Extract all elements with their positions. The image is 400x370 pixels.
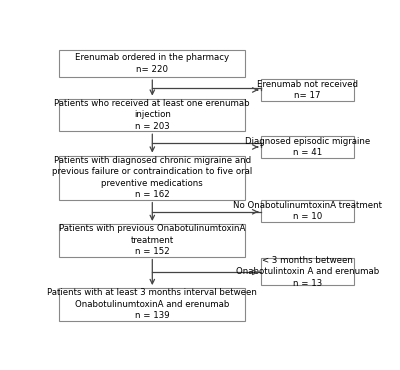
Text: Patients who received at least one erenumab
injection
n = 203: Patients who received at least one erenu… bbox=[54, 99, 250, 131]
FancyBboxPatch shape bbox=[261, 135, 354, 158]
FancyBboxPatch shape bbox=[261, 258, 354, 285]
Text: Diagnosed episodic migraine
n = 41: Diagnosed episodic migraine n = 41 bbox=[245, 137, 370, 157]
FancyBboxPatch shape bbox=[261, 200, 354, 222]
FancyBboxPatch shape bbox=[59, 155, 245, 200]
Text: Erenumab ordered in the pharmacy
n= 220: Erenumab ordered in the pharmacy n= 220 bbox=[75, 53, 229, 74]
FancyBboxPatch shape bbox=[59, 98, 245, 131]
FancyBboxPatch shape bbox=[59, 50, 245, 77]
Text: Patients with diagnosed chronic migraine and
previous failure or contraindicatio: Patients with diagnosed chronic migraine… bbox=[52, 156, 252, 199]
Text: Patients with at least 3 months interval between
OnabotulinumtoxinA and erenumab: Patients with at least 3 months interval… bbox=[47, 289, 257, 320]
Text: Patients with previous OnabotulinumtoxinA
treatment
n = 152: Patients with previous Onabotulinumtoxin… bbox=[59, 224, 246, 256]
Text: < 3 months between
Onabotulintoxin A and erenumab
n = 13: < 3 months between Onabotulintoxin A and… bbox=[236, 256, 379, 287]
Text: No OnabotulinumtoxinA treatment
n = 10: No OnabotulinumtoxinA treatment n = 10 bbox=[233, 201, 382, 221]
FancyBboxPatch shape bbox=[261, 78, 354, 101]
Text: Erenumab not received
n= 17: Erenumab not received n= 17 bbox=[257, 80, 358, 100]
FancyBboxPatch shape bbox=[59, 288, 245, 321]
FancyBboxPatch shape bbox=[59, 224, 245, 257]
